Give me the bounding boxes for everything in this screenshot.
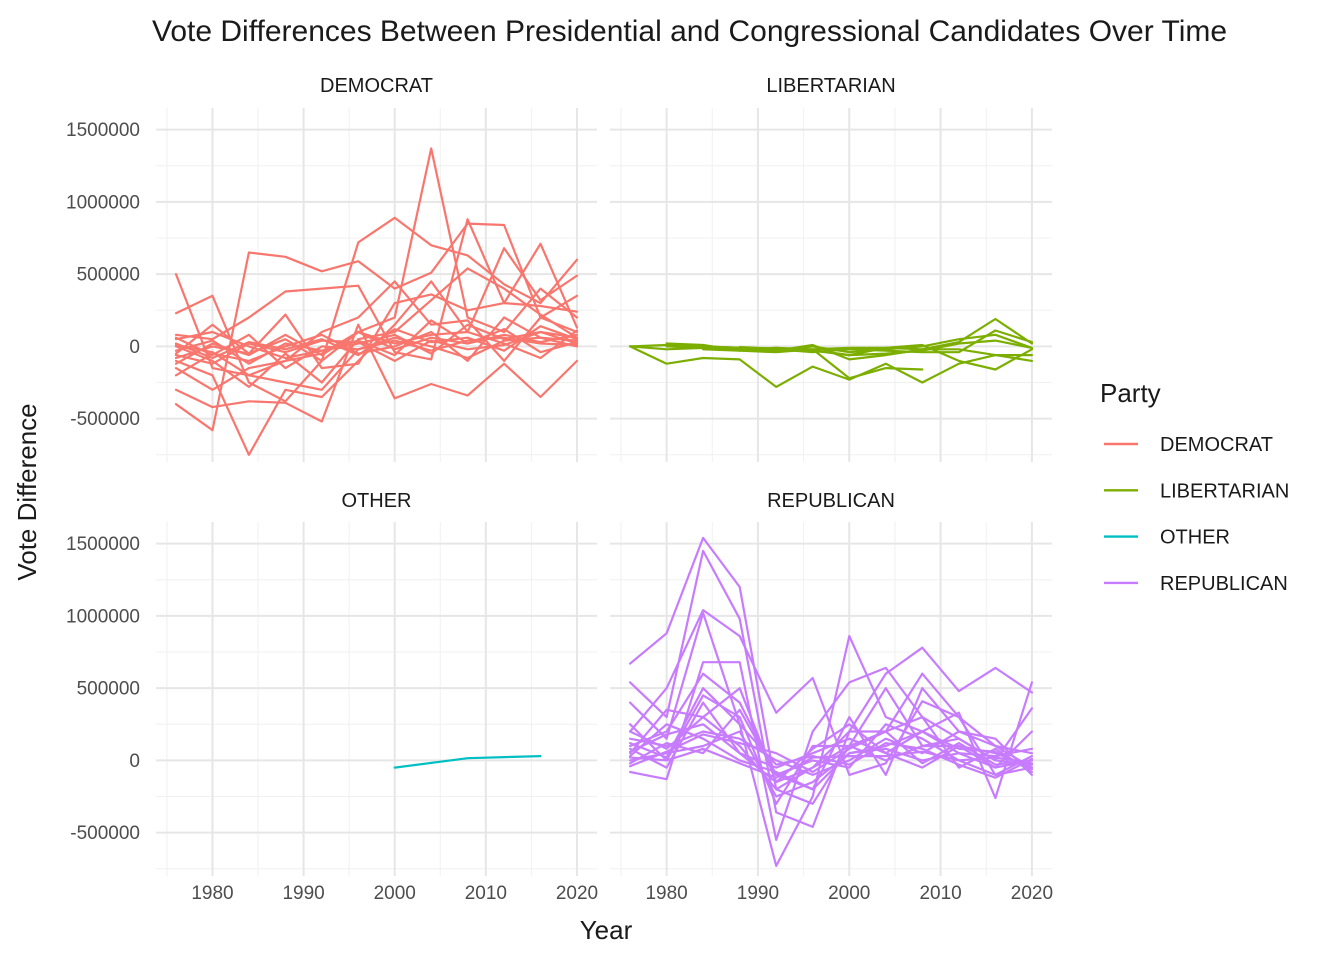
series-line — [174, 216, 579, 403]
series-line — [174, 293, 579, 370]
y-tick-label: 500000 — [77, 265, 140, 286]
series-line — [628, 730, 1034, 798]
series-line — [701, 346, 1034, 357]
x-tick-label: 1980 — [191, 883, 233, 904]
y-axis-title: Vote Difference — [12, 403, 42, 580]
legend-item: LIBERTARIAN — [1104, 480, 1289, 502]
series-line — [628, 549, 1034, 829]
legend-label: REPUBLICAN — [1160, 573, 1288, 595]
series-line — [665, 333, 1034, 354]
series-line — [174, 323, 579, 423]
y-tick-label: 1000000 — [66, 192, 140, 213]
facet-strip-label: OTHER — [342, 490, 412, 512]
x-tick-label: 1980 — [645, 883, 687, 904]
facet-strip-label: REPUBLICAN — [767, 490, 895, 512]
series-line — [174, 222, 579, 432]
series-line — [738, 339, 1034, 357]
y-tick-label: 1000000 — [66, 606, 140, 627]
legend-item: DEMOCRAT — [1104, 434, 1273, 456]
legend-item: REPUBLICAN — [1104, 573, 1288, 595]
x-tick-label: 1990 — [737, 883, 779, 904]
series-line — [174, 330, 579, 365]
legend-label: DEMOCRAT — [1160, 434, 1273, 456]
y-tick-label: 0 — [129, 751, 140, 772]
series-line — [628, 687, 1034, 784]
series-line — [174, 333, 579, 370]
x-tick-label: 2010 — [465, 883, 507, 904]
y-tick-label: 1500000 — [66, 120, 140, 141]
y-tick-label: -500000 — [70, 409, 140, 430]
series-line — [393, 754, 542, 769]
legend-title: Party — [1100, 378, 1161, 408]
x-tick-label: 2020 — [1011, 883, 1053, 904]
facet-strip-label: LIBERTARIAN — [766, 75, 895, 97]
panel-republican: REPUBLICAN — [610, 490, 1052, 876]
chart-title: Vote Differences Between Presidential an… — [152, 15, 1227, 48]
series-line — [628, 672, 1034, 791]
series-line — [174, 267, 579, 388]
panel-other: OTHER — [156, 490, 597, 876]
legend: Party DEMOCRAT LIBERTARIAN OTHER REPUBLICAN — [1100, 378, 1289, 595]
series-line — [174, 147, 579, 377]
series-line — [174, 336, 579, 391]
legend-label: LIBERTARIAN — [1160, 480, 1289, 502]
legend-label: OTHER — [1160, 527, 1230, 549]
axis-tick-labels: 1500000 1000000 500000 0 -500000 1500000 10000… — [66, 120, 1053, 904]
series-line — [628, 611, 1034, 868]
panel-democrat: DEMOCRAT — [156, 75, 597, 462]
x-tick-label: 2000 — [374, 883, 416, 904]
x-axis-title: Year — [580, 915, 633, 945]
panel-libertarian: LIBERTARIAN — [610, 75, 1052, 462]
x-tick-label: 2020 — [556, 883, 598, 904]
series-line — [174, 319, 579, 365]
series-line — [174, 329, 579, 365]
series-line — [628, 608, 1034, 777]
x-tick-label: 2000 — [828, 883, 870, 904]
series-line — [665, 329, 1034, 354]
y-tick-label: 1500000 — [66, 534, 140, 555]
x-tick-label: 2010 — [919, 883, 961, 904]
series-line — [628, 730, 1034, 774]
facet-strip-label: DEMOCRAT — [320, 75, 433, 97]
y-tick-label: 500000 — [77, 679, 140, 700]
y-tick-label: -500000 — [70, 823, 140, 844]
x-tick-label: 1990 — [282, 883, 324, 904]
legend-items: DEMOCRAT LIBERTARIAN OTHER REPUBLICAN — [1104, 434, 1289, 595]
series-line — [628, 723, 1034, 784]
facet-panels: DEMOCRAT LIBERTARIAN OTHER REPUBLICAN — [156, 75, 1052, 876]
legend-item: OTHER — [1104, 527, 1230, 549]
y-tick-label: 0 — [129, 337, 140, 358]
series-line — [628, 747, 1034, 779]
